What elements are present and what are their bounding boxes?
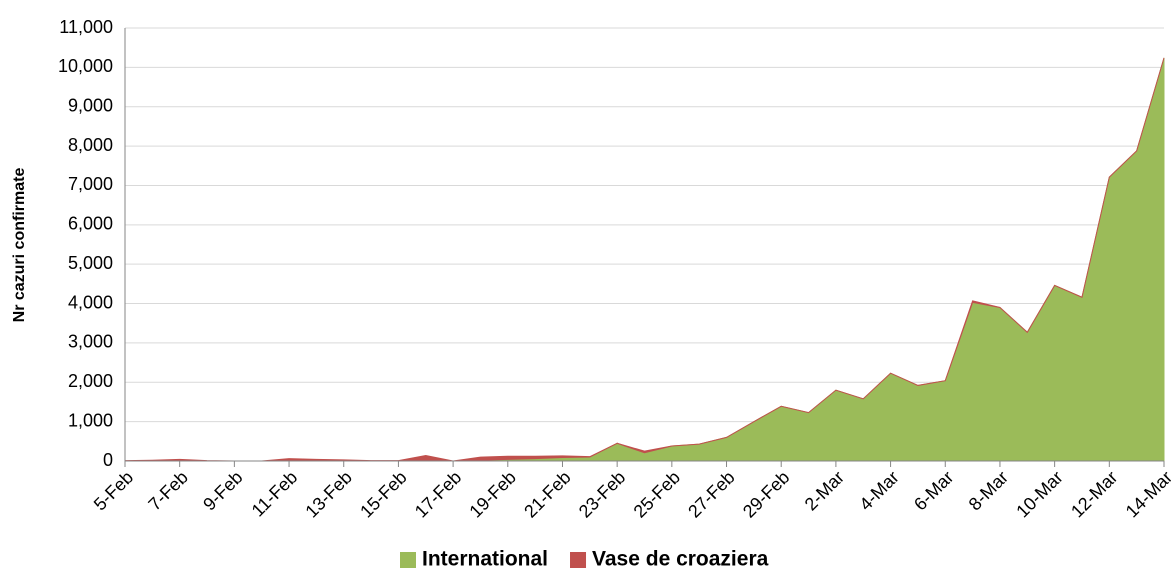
y-tick-label: 5,000	[68, 253, 113, 273]
x-tick-label: 6-Mar	[910, 467, 957, 514]
y-tick-label: 2,000	[68, 371, 113, 391]
x-tick-label: 14-Mar	[1122, 467, 1171, 521]
x-tick-label: 2-Mar	[801, 467, 848, 514]
y-tick-label: 1,000	[68, 410, 113, 430]
x-tick-label: 25-Feb	[630, 467, 684, 521]
x-tick-label: 17-Feb	[411, 467, 465, 521]
x-tick-label: 15-Feb	[356, 467, 410, 521]
y-tick-label: 11,000	[59, 17, 113, 37]
legend-label: International	[422, 548, 548, 571]
y-tick-label: 4,000	[68, 292, 113, 312]
x-tick-label: 4-Mar	[855, 467, 902, 514]
y-tick-label: 3,000	[68, 332, 113, 352]
x-tick-label: 10-Mar	[1012, 467, 1066, 521]
x-tick-label: 29-Feb	[739, 467, 793, 521]
x-tick-label: 21-Feb	[520, 467, 574, 521]
x-tick-label: 11-Feb	[248, 467, 302, 521]
x-tick-label: 8-Mar	[965, 467, 1012, 514]
x-tick-label: 7-Feb	[144, 467, 191, 514]
y-tick-label: 8,000	[68, 135, 113, 155]
y-tick-label: 9,000	[68, 95, 113, 115]
x-tick-label: 9-Feb	[199, 467, 246, 514]
y-tick-label: 10,000	[58, 56, 113, 76]
x-tick-label: 13-Feb	[301, 467, 355, 521]
y-tick-label: 6,000	[68, 214, 113, 234]
x-tick-label: 19-Feb	[465, 467, 519, 521]
y-axis-title: Nr cazuri confirmate	[11, 168, 28, 323]
x-tick-label: 12-Mar	[1067, 467, 1121, 521]
area	[124, 57, 1165, 462]
y-tick-label: 0	[103, 450, 113, 470]
legend-swatch	[570, 552, 587, 568]
x-tick-label: 23-Feb	[575, 467, 629, 521]
legend-swatch	[400, 552, 416, 568]
x-tick-label: 5-Feb	[90, 467, 137, 514]
legend-label: Vase de croaziera	[592, 548, 769, 571]
x-tick-label: 27-Feb	[684, 467, 738, 521]
y-tick-label: 7,000	[68, 174, 113, 194]
